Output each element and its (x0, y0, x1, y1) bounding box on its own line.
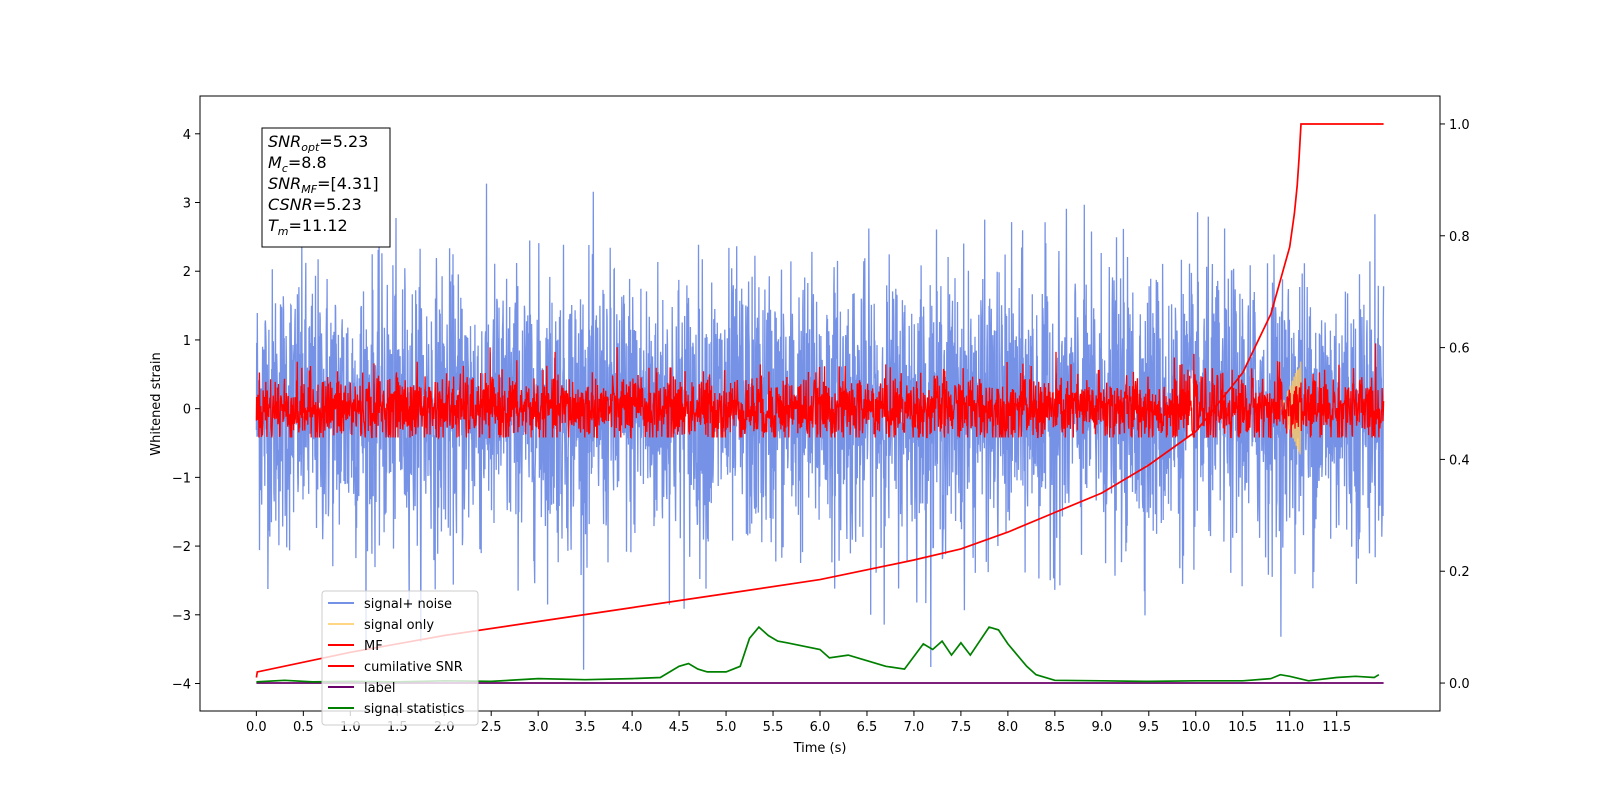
y2-tick-label: 0.2 (1449, 565, 1470, 580)
x-tick-label: 2.5 (481, 720, 502, 735)
legend-label: cumilative SNR (364, 660, 463, 675)
annotation-symbol: CSNR (268, 195, 313, 214)
x-tick-label: 7.0 (904, 720, 925, 735)
y2-axis-ticks: 1.0 0.8 0.6 0.4 0.2 0.0 (1440, 118, 1470, 692)
annotation-value: =[4.31] (317, 174, 379, 193)
y-tick-label: 1 (183, 334, 191, 349)
x-tick-label: 10.5 (1228, 720, 1257, 735)
x-tick-label: 11.0 (1275, 720, 1304, 735)
y-tick-label: 2 (183, 265, 191, 280)
x-tick-label: 8.0 (998, 720, 1019, 735)
x-tick-label: 3.0 (528, 720, 549, 735)
x-tick-label: 9.0 (1091, 720, 1112, 735)
y2-tick-label: 0.4 (1449, 453, 1470, 468)
annotation-subscript: MF (301, 183, 317, 196)
y2-tick-label: 0.6 (1449, 342, 1470, 357)
legend-label: signal+ noise (364, 597, 452, 612)
annotation-symbol: M (268, 153, 282, 172)
legend-label: signal statistics (364, 702, 465, 717)
annotation-line: SNRopt=5.23 (268, 132, 368, 154)
x-tick-label: 11.5 (1322, 720, 1351, 735)
annotation-box: SNRopt=5.23Mc=8.8SNRMF=[4.31]CSNR=5.23Tm… (261, 127, 391, 248)
annotation-symbol: T (268, 216, 279, 235)
annotation-value: =5.23 (319, 132, 368, 151)
annotation-symbol: SNR (268, 174, 301, 193)
y-tick-label: 0 (183, 403, 191, 418)
annotation-subscript: c (282, 162, 288, 175)
annotation-symbol: SNR (268, 132, 301, 151)
y-tick-label: −1 (172, 471, 191, 486)
y-tick-label: −2 (172, 540, 191, 555)
annotation-value: =8.8 (288, 153, 327, 172)
x-tick-label: 4.0 (622, 720, 643, 735)
annotation-subscript: opt (301, 141, 320, 154)
legend-label: MF (364, 639, 383, 654)
legend-frame (321, 590, 479, 726)
x-tick-label: 0.5 (293, 720, 314, 735)
x-tick-label: 8.5 (1045, 720, 1066, 735)
series-mf (255, 343, 1385, 440)
x-tick-label: 3.5 (575, 720, 596, 735)
annotation-line: Tm=11.12 (268, 216, 348, 238)
series-signal-statistics (256, 625, 1380, 683)
x-tick-label: 7.5 (951, 720, 972, 735)
x-tick-label: 6.0 (810, 720, 831, 735)
x-tick-label: 0.0 (246, 720, 267, 735)
x-tick-label: 5.0 (716, 720, 737, 735)
annotation-value: =11.12 (289, 216, 348, 235)
legend: signal+ noise signal only MF cumilative SNR… (321, 590, 479, 726)
annotation-frame (261, 127, 391, 248)
y-axis-label: Whitened strain (149, 352, 164, 455)
series-cumilative-snr (255, 123, 1384, 678)
y-tick-label: −4 (172, 678, 191, 693)
annotation-value: =5.23 (313, 195, 362, 214)
data-layer (255, 123, 1385, 684)
y2-tick-label: 0.0 (1449, 677, 1470, 692)
y-tick-label: 4 (183, 128, 191, 143)
annotation-line: CSNR=5.23 (268, 195, 362, 214)
x-tick-label: 10.0 (1181, 720, 1210, 735)
annotation-line: Mc=8.8 (268, 153, 327, 175)
legend-label: signal only (364, 618, 434, 633)
x-axis-label: Time (s) (793, 741, 847, 756)
annotation-line: SNRMF=[4.31] (268, 174, 379, 196)
y-tick-label: 3 (183, 197, 191, 212)
y2-tick-label: 1.0 (1449, 118, 1470, 133)
x-tick-label: 5.5 (763, 720, 784, 735)
x-tick-label: 9.5 (1138, 720, 1159, 735)
y2-tick-label: 0.8 (1449, 230, 1470, 245)
x-tick-label: 6.5 (857, 720, 878, 735)
x-tick-label: 4.5 (669, 720, 690, 735)
y-axis-ticks: 4 3 2 1 0 −1 −2 −3 −4 (172, 128, 200, 693)
annotation-subscript: m (278, 225, 289, 238)
legend-label: label (364, 681, 395, 696)
y-tick-label: −3 (172, 609, 191, 624)
